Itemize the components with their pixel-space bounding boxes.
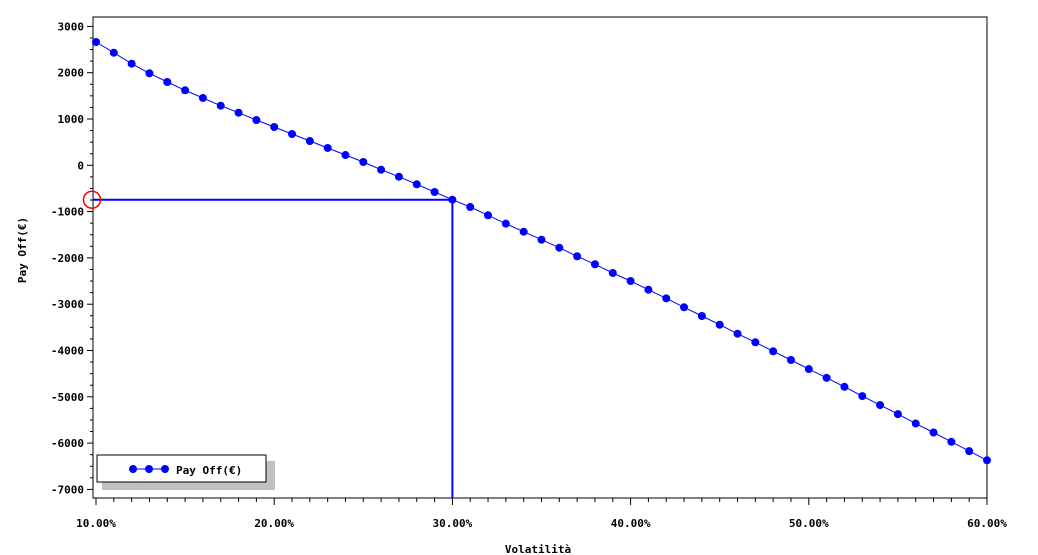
data-point	[127, 59, 136, 68]
legend-marker	[161, 465, 169, 473]
y-axis-label: Pay Off(€)	[16, 217, 29, 283]
data-point	[697, 312, 706, 321]
data-point	[573, 252, 582, 261]
data-point	[626, 277, 635, 286]
data-point	[377, 165, 386, 174]
data-point	[448, 195, 457, 204]
x-tick-label: 20.00%	[254, 517, 294, 530]
data-point	[804, 365, 813, 374]
y-tick-label: -1000	[51, 206, 84, 219]
data-point	[929, 428, 938, 437]
data-point	[733, 329, 742, 338]
data-point	[911, 419, 920, 428]
legend: Pay Off(€)	[96, 454, 275, 490]
x-tick-label: 50.00%	[789, 517, 829, 530]
data-point	[822, 373, 831, 382]
data-point	[359, 158, 368, 167]
y-tick-label: -3000	[51, 298, 84, 311]
data-point	[252, 116, 261, 125]
x-tick-label: 40.00%	[611, 517, 651, 530]
data-point	[181, 86, 190, 95]
data-point	[965, 447, 974, 456]
legend-box	[96, 454, 267, 483]
data-point	[216, 101, 225, 110]
data-point	[608, 268, 617, 277]
data-point	[305, 136, 314, 145]
y-tick-label: 2000	[58, 67, 85, 80]
data-point	[163, 78, 172, 87]
y-tick-label: -6000	[51, 437, 84, 450]
y-tick-label: -2000	[51, 252, 84, 265]
highlight-circle	[82, 190, 102, 209]
data-point	[644, 285, 653, 294]
series-line	[95, 41, 988, 461]
data-point	[555, 243, 564, 252]
data-point	[519, 227, 528, 236]
plot-area: 3000 2000 1000 0 -1000 -2000 -3000 -4000 -5000 -6…	[51, 16, 1007, 530]
data-point	[983, 456, 991, 465]
legend-marker	[129, 465, 137, 473]
data-point	[145, 69, 154, 78]
y-tick-label: -5000	[51, 391, 84, 404]
y-tick-label: 3000	[58, 20, 85, 33]
data-point	[466, 203, 475, 212]
y-tick-label: 1000	[58, 113, 85, 126]
y-tick-label: 0	[77, 159, 84, 172]
x-tick-label: 30.00%	[433, 517, 473, 530]
x-tick-label: 10.00%	[76, 517, 116, 530]
data-point	[198, 93, 207, 102]
data-point	[501, 219, 510, 228]
data-point	[715, 320, 724, 329]
data-point	[769, 347, 778, 356]
data-point	[840, 382, 849, 391]
data-point	[270, 123, 279, 132]
data-point	[590, 260, 599, 269]
data-point	[288, 130, 297, 139]
data-point	[394, 172, 403, 181]
data-point	[893, 410, 902, 419]
x-axis-label: Volatilità	[505, 543, 571, 555]
legend-marker	[145, 465, 153, 473]
data-point	[234, 108, 243, 117]
data-point	[876, 401, 885, 410]
data-point	[341, 151, 350, 160]
data-point	[92, 38, 100, 47]
data-point	[680, 303, 689, 312]
data-point	[412, 180, 421, 189]
x-tick-label: 60.00%	[967, 517, 1007, 530]
data-point	[786, 355, 795, 364]
data-point	[323, 143, 332, 152]
data-point	[858, 392, 867, 401]
data-point	[751, 338, 760, 347]
data-point	[662, 294, 671, 303]
data-point	[947, 437, 956, 446]
data-point	[484, 211, 493, 220]
y-tick-label: -7000	[51, 483, 84, 496]
y-tick-label: -4000	[51, 345, 84, 358]
data-point	[430, 188, 439, 197]
plot-frame	[92, 16, 988, 499]
data-point	[537, 235, 546, 244]
legend-label: Pay Off(€)	[176, 464, 242, 477]
data-point	[109, 48, 118, 57]
